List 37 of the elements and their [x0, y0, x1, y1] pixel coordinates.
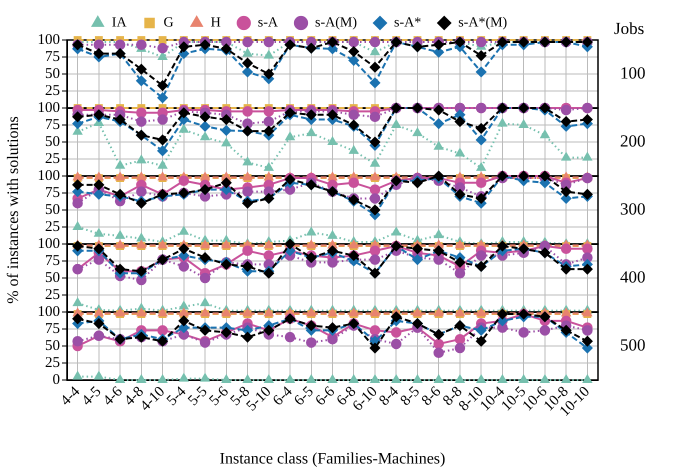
y-tick-label: 100 [38, 32, 60, 48]
legend-label: IA [112, 16, 128, 31]
y-tick-label: 75 [45, 48, 60, 65]
y2-axis-title: 300 [620, 199, 646, 218]
legend-label: G [164, 16, 174, 31]
y-tick-label: 75 [45, 320, 60, 337]
y-tick-label: 50 [45, 202, 60, 218]
legend-label: s-A(M) [315, 16, 358, 31]
y-tick-label: 75 [45, 116, 60, 133]
y-tick-label: 50 [45, 270, 60, 286]
x-tick-label: 8-5 [398, 384, 424, 410]
y-tick-label: 75 [45, 184, 60, 201]
text: Jobs [614, 18, 644, 38]
y-axis-title: % of instances with solutions [5, 116, 23, 304]
y-tick-label: 50 [45, 338, 60, 354]
y-tick-label: 25 [45, 150, 60, 167]
y2-axis-title: 200 [620, 131, 646, 150]
y-tick-label: 50 [45, 66, 60, 82]
y2-axis-title: 100 [620, 63, 646, 82]
y-tick-label: 50 [45, 134, 60, 150]
y2-axis-title: 400 [620, 267, 646, 286]
legend-label: s-A*(M) [458, 16, 508, 31]
y-tick-label: 100 [38, 304, 60, 320]
y2-axis-title: 500 [620, 335, 646, 354]
legend-label: H [210, 16, 221, 31]
y-tick-label: 75 [45, 252, 60, 269]
y-tick-label: 0 [52, 372, 60, 388]
y-tick-label: 25 [45, 354, 60, 371]
y-tick-label: 25 [45, 218, 60, 235]
legend-label: s-A* [394, 16, 422, 31]
x-axis-title: Instance class (Families-Machines) [220, 450, 446, 468]
y-tick-label: 100 [38, 236, 60, 252]
y-tick-label: 100 [38, 100, 60, 116]
y-tick-label: 25 [45, 82, 60, 99]
y-tick-label: 100 [38, 168, 60, 184]
legend-label: s-A [258, 16, 279, 31]
y-tick-label: 25 [45, 286, 60, 303]
